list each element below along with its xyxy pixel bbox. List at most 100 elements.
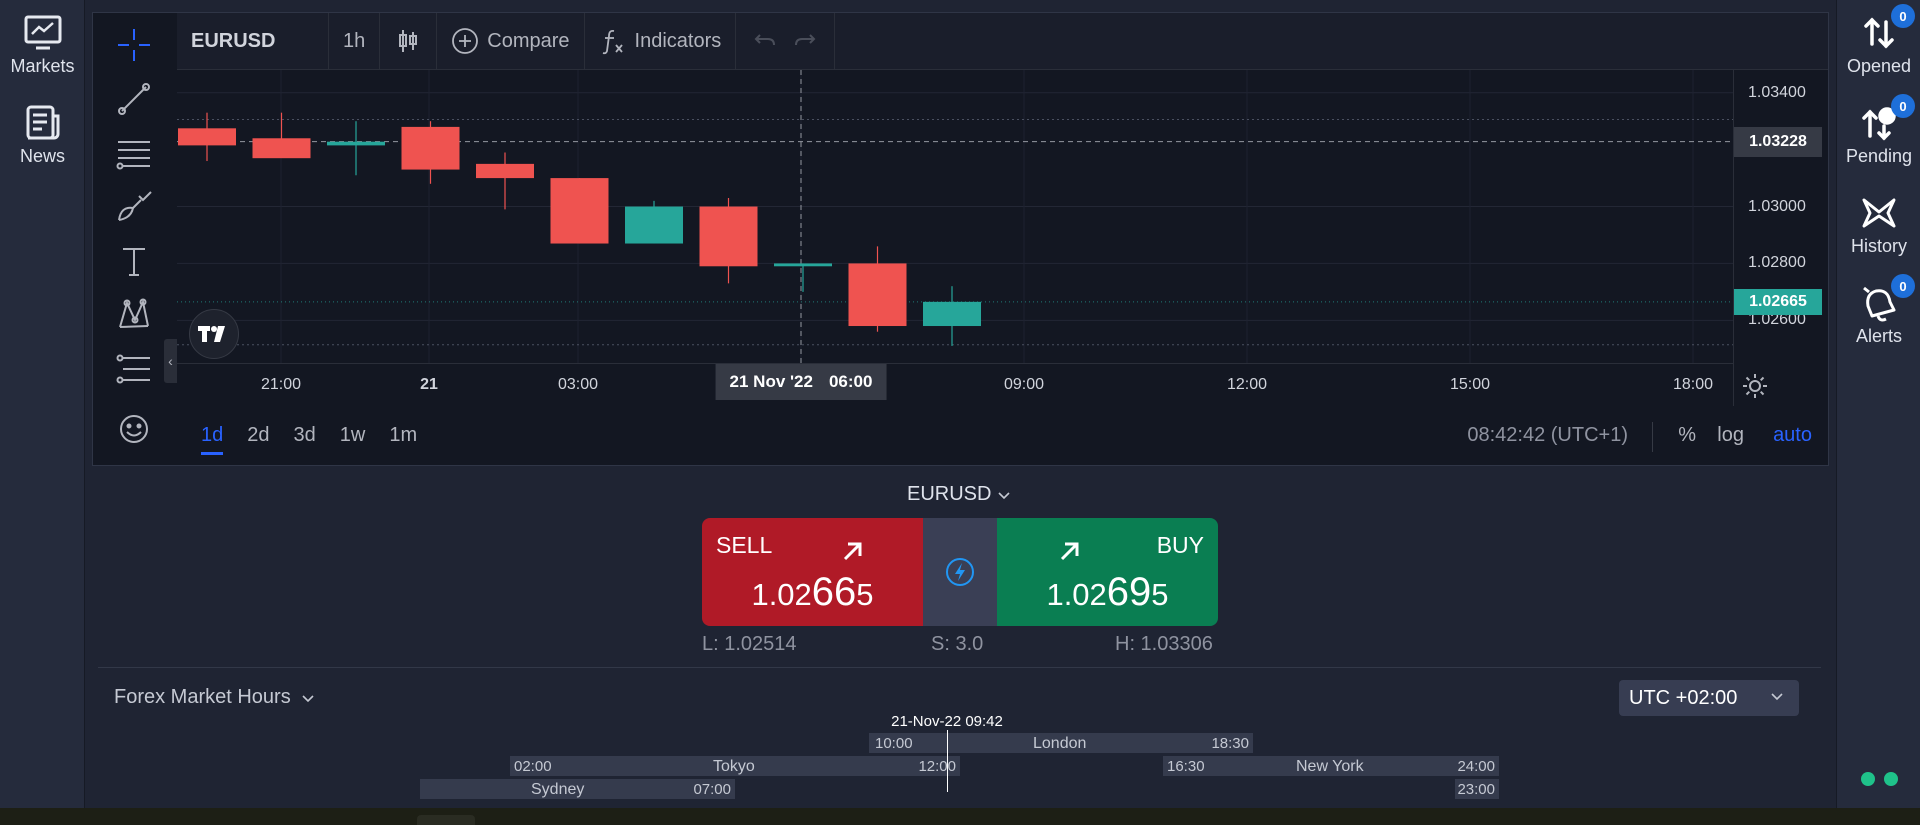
tradingview-logo-icon (198, 326, 225, 342)
candle-body-6 (625, 206, 683, 244)
emoji-tool[interactable] (112, 407, 156, 451)
compare-button[interactable]: Compare (437, 12, 585, 70)
buy-button[interactable]: BUY 1.02695 (997, 518, 1218, 626)
pattern-tool[interactable] (112, 293, 156, 337)
london-start: 10:00 (875, 735, 913, 752)
chart-clock[interactable]: 08:42:42 (UTC+1) (1467, 424, 1628, 446)
last-price-label: 1.02665 (1734, 288, 1822, 315)
range-1w[interactable]: 1w (339, 424, 366, 446)
history-button[interactable]: History (1837, 184, 1920, 264)
newspaper-icon (26, 105, 59, 139)
pending-button[interactable]: Pending 0 (1837, 94, 1920, 174)
history-label: History (1850, 235, 1907, 256)
news-button[interactable]: News (0, 94, 85, 174)
chart-type-button[interactable] (380, 12, 438, 70)
tradingview-logo[interactable] (189, 309, 239, 359)
brush-icon (118, 191, 152, 221)
opened-label: Opened (1846, 55, 1912, 76)
crosshair-time-label: 21 Nov '22 06:00 (715, 364, 887, 400)
interval-button[interactable]: 1h (329, 12, 381, 70)
sell-price: 1.02665 (702, 570, 923, 615)
text-tool[interactable] (112, 239, 156, 283)
up-down-arrows-icon (1864, 17, 1894, 48)
candle-body-5 (550, 178, 609, 244)
candlestick-chart (177, 70, 1733, 363)
range-1m[interactable]: 1m (389, 424, 418, 446)
buy-price: 1.02695 (997, 570, 1218, 615)
range-1d[interactable]: 1d (201, 424, 224, 455)
chart-plot-area[interactable] (177, 70, 1733, 363)
undo-redo-group (736, 12, 836, 70)
price-tick-2: 1.02800 (1748, 254, 1806, 272)
buy-price-pips: 69 (1106, 570, 1152, 614)
timezone-value: UTC +02:00 (1629, 686, 1738, 709)
left-sidebar: Markets News (0, 0, 85, 808)
time-tick-7: 18:00 (1672, 376, 1714, 393)
chart-monitor-icon (24, 15, 61, 49)
time-tick-4: 09:00 (1003, 376, 1045, 393)
collapse-toolbar-button[interactable]: ‹ (164, 339, 177, 383)
percent-scale-toggle[interactable]: % (1678, 424, 1696, 446)
sydney-mid: 07:00 (693, 781, 731, 798)
smiley-icon (120, 415, 148, 443)
trade-symbol-select[interactable]: EURUSD (907, 483, 1011, 506)
arrow-up-right-icon (843, 542, 862, 561)
high-price: H: 1.03306 (1115, 633, 1213, 655)
quick-trade-button[interactable] (923, 518, 997, 626)
prediction-tool[interactable] (112, 347, 156, 391)
time-axis[interactable]: 21:00 21 03:00 09:00 12:00 15:00 18:00 21 Nov '… (177, 363, 1733, 406)
forex-hours-toggle[interactable]: Forex Market Hours (114, 686, 315, 709)
footer-strip (0, 808, 1920, 825)
candles-icon (399, 30, 418, 52)
timezone-select[interactable]: UTC +02:00 (1619, 680, 1799, 716)
price-tick-1: 1.03000 (1748, 197, 1806, 215)
symbol-search-button[interactable]: EURUSD (177, 12, 329, 70)
range-3d[interactable]: 3d (293, 424, 316, 446)
trendline-tool[interactable] (112, 77, 156, 121)
brush-tool[interactable] (112, 185, 156, 229)
trendline-icon (118, 83, 150, 115)
buy-label: BUY (1156, 532, 1204, 558)
session-sydney: Sydney 07:00 (420, 779, 735, 799)
sydney-end: 23:00 (1457, 781, 1495, 798)
chart-top-toolbar: EURUSD 1h Compare Indicators (177, 12, 1828, 70)
trade-buttons: SELL 1.02665 BUY 1.02695 (702, 518, 1218, 626)
connection-status-dots (1861, 772, 1898, 786)
pending-icon (1862, 106, 1896, 140)
buy-price-prefix: 1.02 (1046, 577, 1107, 612)
opened-button[interactable]: Opened 0 (1837, 4, 1920, 84)
chart-bottom-toolbar: 1d 2d 3d 1w 1m 08:42:42 (UTC+1) % log auto (177, 406, 1828, 465)
markets-button[interactable]: Markets (0, 4, 85, 84)
undo-icon[interactable] (750, 27, 778, 55)
sell-price-pips: 66 (811, 570, 857, 614)
price-axis[interactable]: 1.03400 1.03000 1.02800 1.02600 1.03228 1.026… (1733, 70, 1828, 406)
buy-price-suffix: 5 (1151, 577, 1169, 612)
news-label: News (19, 145, 65, 166)
chevron-left-icon: ‹ (168, 353, 173, 369)
redo-icon[interactable] (792, 27, 820, 55)
current-time-label: 21-Nov-22 09:42 (891, 713, 1003, 730)
auto-scale-toggle[interactable]: auto (1773, 424, 1812, 446)
session-tokyo: 02:00 Tokyo 12:00 (510, 756, 960, 776)
forex-hours-title: Forex Market Hours (114, 686, 291, 708)
chart-settings-icon[interactable] (1742, 373, 1768, 399)
log-scale-toggle[interactable]: log (1717, 424, 1744, 446)
sell-button[interactable]: SELL 1.02665 (702, 518, 923, 626)
horizontal-lines-icon (116, 141, 150, 170)
london-end: 18:30 (1211, 735, 1249, 752)
alerts-badge: 0 (1891, 274, 1915, 298)
indicators-button[interactable]: Indicators (585, 12, 737, 70)
current-time-line (947, 730, 948, 792)
horizontal-lines-tool[interactable] (112, 131, 156, 175)
chevron-down-icon (302, 694, 314, 702)
tokyo-end: 12:00 (918, 758, 956, 775)
compare-label: Compare (487, 29, 570, 52)
section-divider (98, 667, 1821, 668)
time-tick-2: 03:00 (557, 376, 599, 393)
range-2d[interactable]: 2d (247, 424, 270, 446)
footer-tab[interactable] (417, 815, 475, 825)
pending-label: Pending (1845, 145, 1913, 166)
alerts-button[interactable]: Alerts 0 (1837, 274, 1920, 354)
crosshair-tool[interactable] (112, 23, 156, 67)
tokyo-start: 02:00 (514, 758, 552, 775)
